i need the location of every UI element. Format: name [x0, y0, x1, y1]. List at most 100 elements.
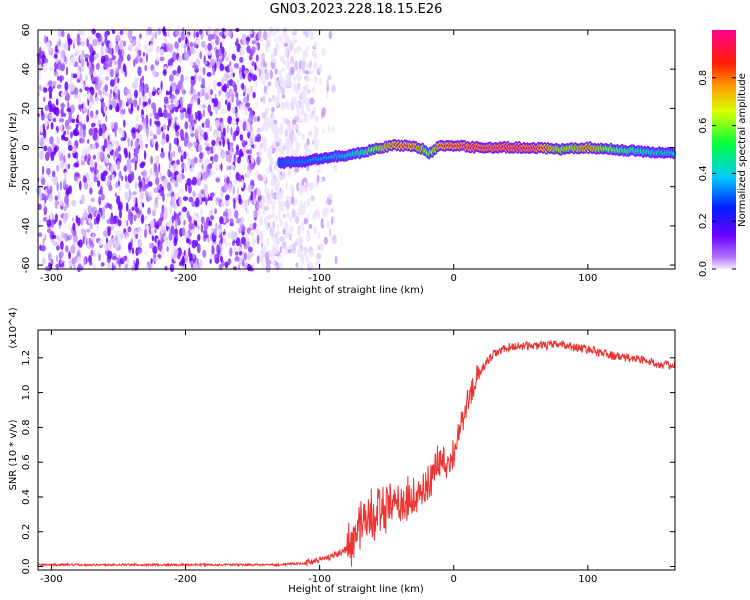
noise-speckle	[276, 230, 281, 236]
noise-speckle	[162, 131, 166, 141]
noise-speckle	[88, 217, 92, 225]
noise-speckle	[214, 93, 217, 99]
noise-speckle	[42, 63, 48, 73]
noise-speckle	[91, 77, 96, 82]
noise-speckle	[285, 36, 291, 42]
noise-speckle	[55, 106, 60, 117]
noise-speckle	[186, 34, 190, 39]
noise-speckle	[142, 202, 145, 208]
noise-speckle	[290, 196, 295, 205]
noise-speckle	[200, 208, 203, 217]
noise-speckle	[84, 75, 88, 82]
noise-speckle	[152, 245, 158, 255]
noise-speckle	[282, 213, 287, 219]
noise-speckle	[238, 263, 241, 270]
noise-speckle	[316, 174, 320, 183]
noise-speckle	[71, 118, 76, 123]
noise-speckle	[73, 234, 78, 243]
noise-speckle	[243, 252, 247, 261]
noise-speckle	[183, 138, 188, 147]
noise-speckle	[111, 139, 117, 145]
noise-speckle	[197, 192, 202, 198]
noise-speckle	[124, 175, 128, 182]
noise-speckle	[185, 36, 188, 45]
noise-speckle	[75, 152, 79, 160]
noise-speckle	[287, 249, 292, 254]
noise-speckle	[40, 108, 44, 116]
noise-speckle	[125, 202, 129, 212]
noise-speckle	[246, 93, 250, 102]
noise-speckle	[203, 61, 208, 66]
noise-speckle	[127, 93, 131, 100]
noise-speckle	[205, 171, 209, 179]
noise-speckle	[49, 66, 54, 72]
noise-speckle	[63, 130, 66, 136]
noise-speckle	[306, 183, 310, 188]
noise-speckle	[289, 226, 294, 233]
noise-speckle	[36, 134, 42, 142]
noise-speckle	[273, 200, 276, 205]
noise-speckle	[189, 128, 192, 134]
noise-speckle	[104, 204, 110, 209]
noise-speckle	[311, 140, 315, 145]
noise-speckle	[126, 257, 129, 266]
noise-speckle	[229, 247, 233, 257]
noise-speckle	[56, 245, 60, 251]
noise-speckle	[92, 38, 98, 47]
noise-speckle	[245, 232, 249, 242]
noise-speckle	[187, 184, 192, 194]
noise-speckle	[132, 99, 138, 108]
noise-speckle	[148, 97, 152, 105]
noise-speckle	[264, 251, 270, 260]
noise-speckle	[149, 117, 152, 127]
noise-speckle	[51, 80, 57, 87]
noise-speckle	[197, 234, 201, 241]
noise-speckle	[235, 144, 239, 153]
noise-speckle	[271, 141, 277, 149]
noise-speckle	[234, 231, 238, 239]
noise-speckle	[139, 77, 142, 87]
noise-speckle	[151, 91, 156, 97]
noise-speckle	[239, 56, 244, 63]
noise-speckle	[87, 35, 93, 41]
noise-speckle	[303, 218, 309, 225]
x-tick-label: 100	[578, 273, 597, 284]
noise-speckle	[189, 41, 194, 48]
noise-speckle	[79, 88, 83, 93]
noise-speckle	[139, 162, 145, 169]
noise-speckle	[157, 89, 163, 95]
noise-speckle	[228, 207, 232, 217]
noise-speckle	[183, 151, 187, 160]
noise-speckle	[260, 71, 265, 78]
noise-speckle	[90, 48, 93, 54]
noise-speckle	[301, 253, 305, 260]
noise-speckle	[197, 74, 203, 82]
noise-speckle	[123, 219, 127, 228]
noise-speckle	[178, 37, 182, 43]
noise-speckle	[197, 39, 201, 47]
snr-axes: -300 -200 -100 0 100 0.0 0.2 0.4 0.6 0.8 1.0 1.2	[21, 330, 675, 585]
noise-speckle	[142, 169, 148, 178]
noise-speckle	[134, 161, 137, 171]
y-tick-label: -20	[21, 179, 32, 195]
noise-speckle	[156, 120, 161, 128]
noise-speckle	[186, 237, 190, 244]
noise-speckle	[203, 233, 209, 239]
noise-speckle	[72, 229, 77, 237]
noise-speckle	[260, 156, 263, 163]
noise-speckle	[48, 252, 52, 262]
noise-speckle	[231, 240, 235, 246]
noise-speckle	[309, 182, 314, 192]
noise-speckle	[150, 155, 154, 165]
noise-speckle	[230, 67, 234, 72]
noise-speckle	[230, 164, 235, 170]
noise-speckle	[72, 145, 77, 154]
noise-speckle	[99, 36, 103, 42]
noise-speckle	[174, 218, 178, 229]
noise-speckle	[209, 196, 213, 201]
noise-speckle	[38, 63, 42, 73]
noise-speckle	[280, 189, 285, 195]
noise-speckle	[63, 205, 67, 212]
snr-series-line	[37, 339, 676, 568]
noise-speckle	[282, 31, 288, 38]
